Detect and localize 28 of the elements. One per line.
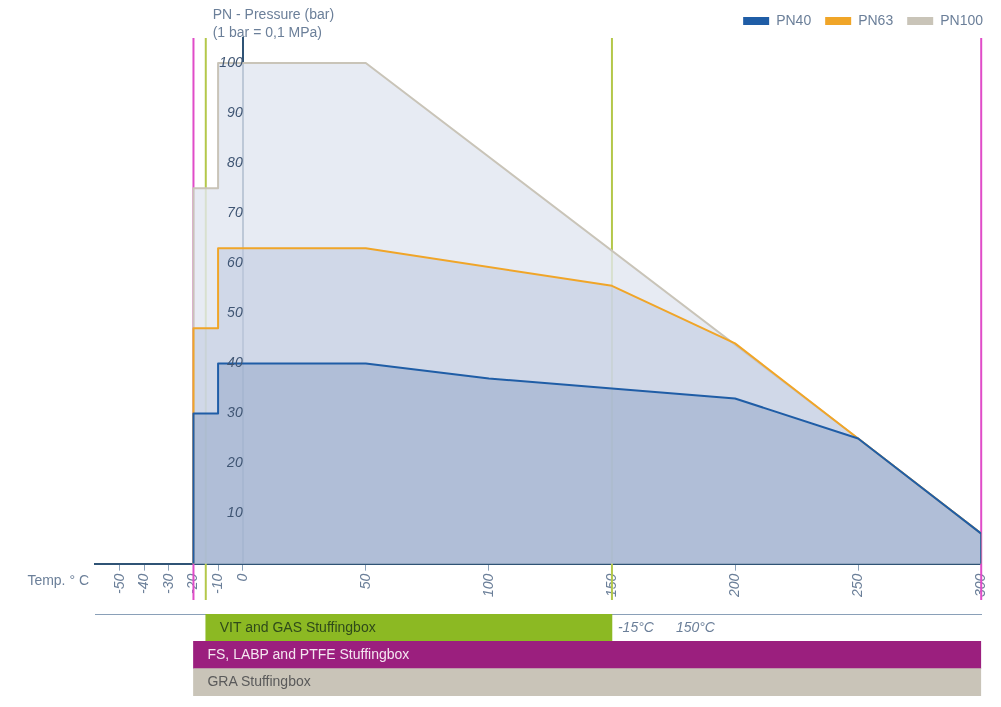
x-tick-label: -10	[208, 573, 225, 594]
annotation: -15°C	[617, 618, 655, 635]
annotation: 150°C	[675, 618, 716, 635]
x-tick-label: -40	[135, 573, 152, 594]
x-tick-label: 100	[479, 573, 496, 597]
x-tick-label: 200	[725, 573, 742, 598]
category-label: GRA Stuffingbox	[207, 673, 311, 690]
legend-label: PN63	[858, 11, 894, 28]
x-tick-label: 0	[233, 573, 250, 582]
category-label: FS, LABP and PTFE Stuffingbox	[207, 645, 410, 662]
legend-label: PN100	[940, 11, 984, 28]
x-tick-label: -50	[110, 573, 127, 594]
y-tick-label: 10	[227, 504, 243, 521]
x-tick-label: -30	[159, 573, 176, 594]
x-tick-label: 50	[356, 573, 373, 590]
y-tick-label: 50	[227, 304, 243, 321]
y-tick-label: 20	[226, 454, 243, 471]
y-tick-label: 80	[227, 154, 243, 171]
y-tick-label: 70	[227, 204, 243, 221]
y-tick-label: 90	[227, 103, 243, 120]
y-tick-label: 30	[227, 404, 243, 421]
x-axis-title: Temp. ° C	[27, 571, 89, 588]
y-tick-label: 60	[227, 254, 243, 271]
legend-label: PN40	[776, 11, 812, 28]
x-tick-label: 250	[849, 573, 866, 598]
y-tick-label: 100	[219, 53, 243, 70]
y-axis-title: PN - Pressure (bar) (1 bar = 0,1 MPa)	[212, 5, 335, 40]
category-label: VIT and GAS Stuffingbox	[219, 618, 376, 635]
